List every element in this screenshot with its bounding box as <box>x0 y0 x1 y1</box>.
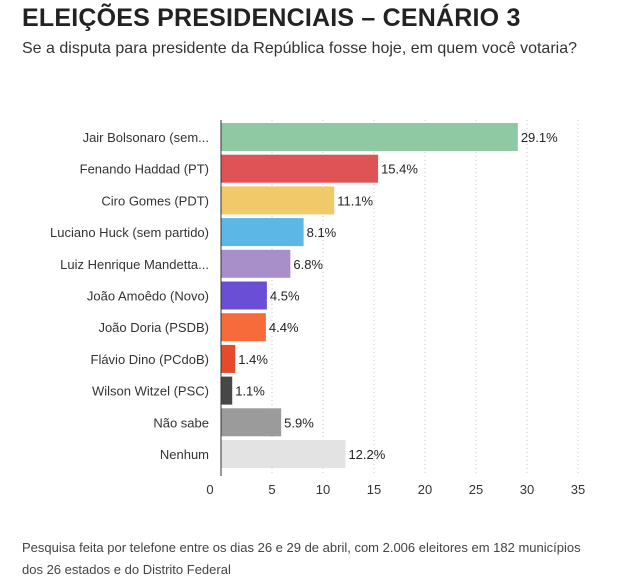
category-label: João Amoêdo (Novo) <box>87 289 209 304</box>
value-label: 15.4% <box>381 162 418 177</box>
x-tick-label: 15 <box>367 482 381 497</box>
x-tick-label: 0 <box>206 482 213 497</box>
bar <box>221 154 379 183</box>
x-tick-label: 10 <box>316 482 330 497</box>
chart-subtitle: Se a disputa para presidente da Repúblic… <box>22 40 578 57</box>
category-label: Luiz Henrique Mandetta... <box>60 257 209 272</box>
category-label: Não sabe <box>153 415 209 430</box>
bar <box>221 218 304 247</box>
category-label: Ciro Gomes (PDT) <box>101 193 209 208</box>
category-label: Wilson Witzel (PSC) <box>92 384 209 399</box>
bar <box>221 186 335 215</box>
category-label: Nenhum <box>160 447 209 462</box>
bar <box>221 123 518 151</box>
bar <box>221 376 233 405</box>
value-labels: 29.1% 15.4% 11.1% 8.1% 6.8% 4.5% 4.4% 1.4% 1.1% 5… <box>235 130 558 462</box>
value-label: 4.5% <box>270 289 300 304</box>
chart-title: ELEIÇÕES PRESIDENCIAIS – CENÁRIO 3 <box>22 4 521 32</box>
x-tick-label: 30 <box>520 482 534 497</box>
bar <box>221 440 346 468</box>
value-label: 12.2% <box>348 447 385 462</box>
bar <box>221 249 291 278</box>
value-label: 6.8% <box>293 257 323 272</box>
category-label: Flávio Dino (PCdoB) <box>91 352 210 367</box>
value-label: 11.1% <box>337 193 373 208</box>
bar <box>221 408 282 437</box>
category-label: Luciano Huck (sem partido) <box>50 225 209 240</box>
bars <box>221 123 518 468</box>
x-tick-label: 25 <box>469 482 483 497</box>
bar <box>221 281 267 310</box>
x-tick-label: 20 <box>418 482 432 497</box>
footnote: Pesquisa feita por telefone entre os dia… <box>22 540 581 577</box>
x-tick-label: 5 <box>268 482 275 497</box>
category-labels: Jair Bolsonaro (sem... Fenando Haddad (PT… <box>50 130 209 462</box>
bar <box>221 313 266 342</box>
x-axis-ticks: 0 5 10 15 20 25 30 35 <box>206 482 585 497</box>
bar-chart: Jair Bolsonaro (sem... Fenando Haddad (PT… <box>50 120 585 497</box>
category-label: Jair Bolsonaro (sem... <box>83 130 209 145</box>
value-label: 1.4% <box>238 352 268 367</box>
value-label: 5.9% <box>284 415 314 430</box>
x-tick-label: 35 <box>571 482 585 497</box>
value-label: 8.1% <box>307 225 337 240</box>
category-label: Fenando Haddad (PT) <box>80 162 209 177</box>
value-label: 29.1% <box>521 130 558 145</box>
bar <box>221 344 236 373</box>
value-label: 1.1% <box>235 384 265 399</box>
category-label: João Doria (PSDB) <box>98 320 209 335</box>
value-label: 4.4% <box>269 320 299 335</box>
